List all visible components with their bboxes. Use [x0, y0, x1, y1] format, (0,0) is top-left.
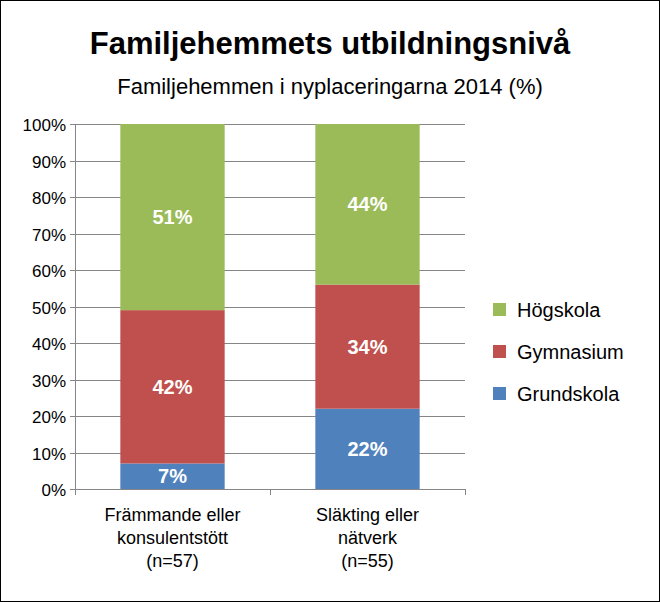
- legend-swatch: [493, 387, 506, 400]
- subtitle: Familjehemmen i nyplaceringarna 2014 (%): [117, 74, 543, 99]
- chart: Familjehemmets utbildningsnivå Familjehem…: [0, 0, 660, 602]
- data-labels: 7% 42% 51% 22% 34% 44%: [152, 193, 387, 487]
- data-label: 51%: [152, 206, 192, 228]
- legend-label: Högskola: [517, 299, 601, 321]
- tick-mark: [70, 416, 75, 417]
- y-axis-line: [75, 124, 76, 489]
- legend-swatch: [493, 303, 506, 316]
- tick-mark: [70, 270, 75, 271]
- data-label: 44%: [347, 193, 387, 215]
- tick-mark: [70, 234, 75, 235]
- data-label: 7%: [158, 465, 187, 487]
- tick-mark: [70, 161, 75, 162]
- y-axis: 0% 10% 20% 30% 40% 50% 60% 70% 80% 90% 100%: [23, 116, 465, 500]
- tick-label: 10%: [32, 445, 66, 464]
- legend-label: Grundskola: [517, 383, 620, 405]
- bar-segment: [315, 409, 419, 489]
- tick-mark: [70, 380, 75, 381]
- tick-label: 90%: [32, 153, 66, 172]
- tick-label: 70%: [32, 226, 66, 245]
- tick-label: 100%: [23, 116, 66, 135]
- tick-mark: [70, 124, 75, 125]
- tick-label: 50%: [32, 299, 66, 318]
- bar-segment: [315, 285, 419, 409]
- tick-label: 80%: [32, 189, 66, 208]
- bar-segment: [120, 124, 224, 310]
- category-label: Släkting ellernätverk(n=55): [316, 505, 419, 571]
- tick-mark: [70, 489, 75, 490]
- bars: [120, 124, 419, 489]
- category-tick: [75, 489, 76, 495]
- bar-segment: [120, 463, 224, 489]
- tick-label: 0%: [41, 481, 66, 500]
- tick-mark: [70, 307, 75, 308]
- tick-label: 40%: [32, 335, 66, 354]
- data-label: 34%: [347, 336, 387, 358]
- tick-mark: [70, 197, 75, 198]
- bar-segment: [315, 124, 419, 285]
- tick-mark: [70, 343, 75, 344]
- legend-swatch: [493, 345, 506, 358]
- category-label: Främmande ellerkonsulentstött(n=57): [104, 505, 240, 571]
- data-label: 42%: [152, 376, 192, 398]
- category-tick: [465, 489, 466, 495]
- legend-label: Gymnasium: [517, 341, 624, 363]
- tick-mark: [70, 453, 75, 454]
- frame: [1, 1, 660, 602]
- tick-label: 20%: [32, 408, 66, 427]
- title: Familjehemmets utbildningsnivå: [90, 26, 571, 61]
- bar-segment: [120, 310, 224, 463]
- data-label: 22%: [347, 438, 387, 460]
- category-tick: [270, 489, 271, 495]
- tick-label: 60%: [32, 262, 66, 281]
- tick-label: 30%: [32, 372, 66, 391]
- legend: Högskola Gymnasium Grundskola: [493, 299, 624, 405]
